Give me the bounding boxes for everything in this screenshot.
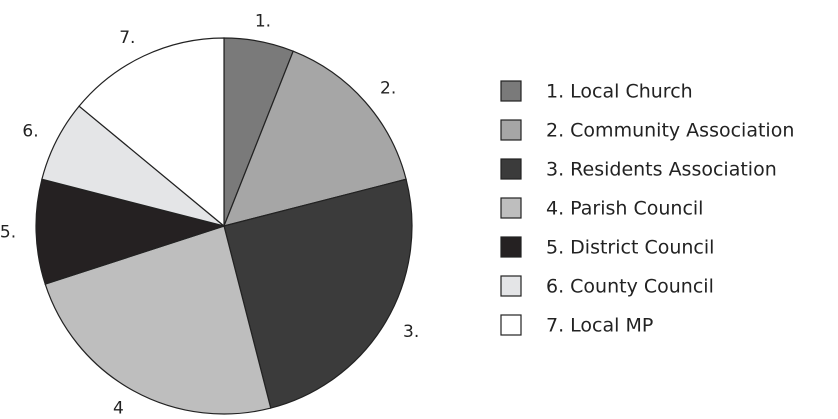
legend-swatch xyxy=(500,158,522,180)
pie-slice xyxy=(44,225,272,415)
slice-label: 3. xyxy=(403,322,419,342)
legend-swatch xyxy=(500,119,522,141)
slice-label: 2. xyxy=(380,78,396,98)
pie-slice xyxy=(35,178,227,285)
slice-label: 6. xyxy=(22,122,38,142)
slice-label: 1. xyxy=(255,12,271,32)
slice-label: 7. xyxy=(119,28,135,48)
pie-slice xyxy=(223,50,407,227)
legend-swatch xyxy=(500,275,522,297)
legend-label: 1. Local Church xyxy=(546,81,693,103)
legend-label: 7. Local MP xyxy=(546,315,653,337)
legend-swatch xyxy=(500,197,522,219)
legend-label: 5. District Council xyxy=(546,237,714,259)
legend-swatch xyxy=(500,314,522,336)
pie-slice xyxy=(78,37,225,228)
slice-label: 5. xyxy=(0,223,16,243)
legend-label: 4. Parish Council xyxy=(546,198,703,220)
slice-label: 4 xyxy=(113,398,124,415)
legend-label: 6. County Council xyxy=(546,276,714,298)
legend-swatch xyxy=(500,80,522,102)
legend-label: 2. Community Association xyxy=(546,120,794,142)
legend-swatch xyxy=(500,236,522,258)
pie-slice xyxy=(223,178,413,409)
legend-label: 3. Residents Association xyxy=(546,159,777,181)
